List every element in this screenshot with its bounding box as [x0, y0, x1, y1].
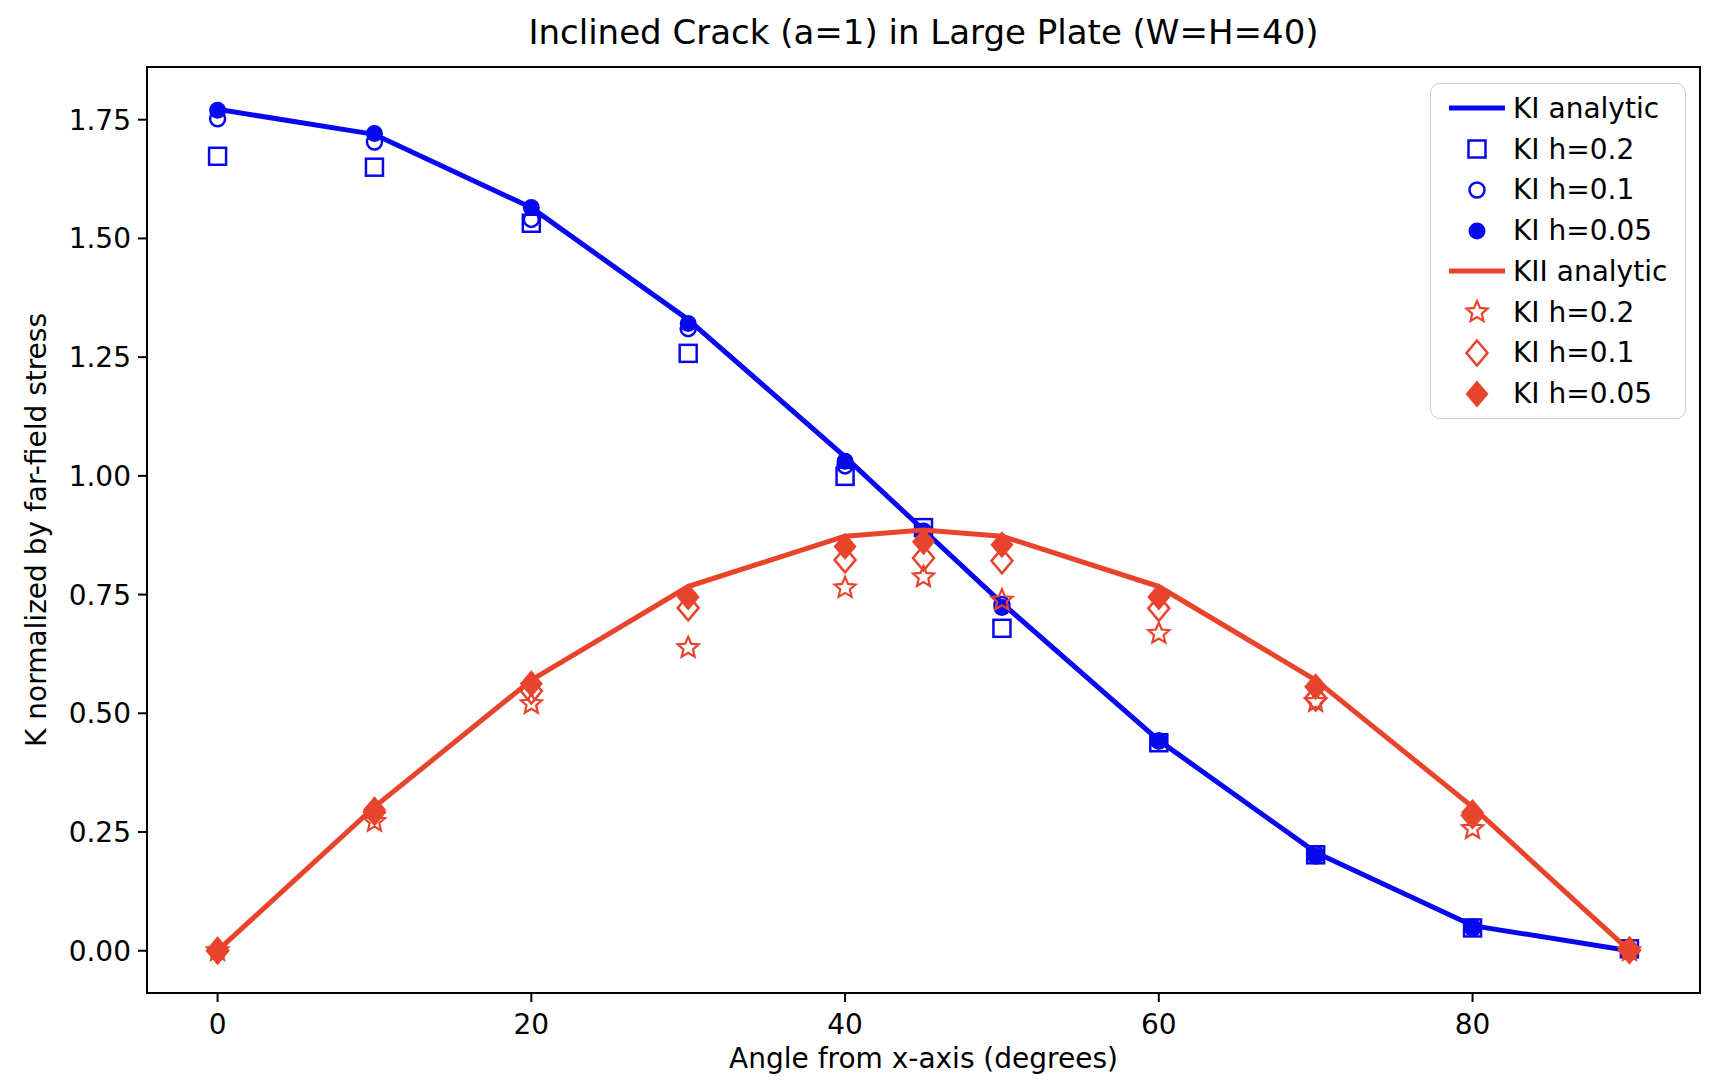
legend-entry-7: KI h=0.05	[1433, 374, 1683, 414]
legend-swatch	[1433, 213, 1513, 249]
star-open-marker-icon	[835, 577, 856, 597]
legend-entry-6: KI h=0.1	[1433, 333, 1683, 373]
legend-swatch	[1433, 131, 1513, 167]
legend-entry-2: KI h=0.1	[1433, 170, 1683, 210]
legend-label: KI analytic	[1513, 92, 1659, 125]
legend-label: KI h=0.1	[1513, 336, 1634, 369]
legend-entry-3: KI h=0.05	[1433, 211, 1683, 251]
y-tick-label: 0.50	[69, 697, 131, 730]
legend-swatch	[1433, 253, 1513, 289]
square-open-marker-icon	[209, 148, 226, 165]
legend-entry-4: KII analytic	[1433, 251, 1683, 291]
y-tick-label: 0.25	[69, 816, 131, 849]
square-open-marker-icon	[993, 620, 1010, 637]
figure: Inclined Crack (a=1) in Large Plate (W=H…	[0, 0, 1710, 1086]
legend-entry-0: KI analytic	[1433, 88, 1683, 128]
legend-entry-1: KI h=0.2	[1433, 129, 1683, 169]
circle-filled-marker-icon	[1469, 222, 1486, 239]
y-axis-label: K normalized by far-field stress	[20, 313, 53, 747]
x-tick-label: 40	[827, 1008, 863, 1041]
diamond-filled-marker-icon	[1466, 380, 1489, 407]
star-open-marker-icon	[1467, 301, 1488, 321]
legend-swatch	[1433, 335, 1513, 371]
legend-label: KI h=0.05	[1513, 214, 1652, 247]
star-open-marker-icon	[1148, 623, 1169, 643]
circle-filled-marker-icon	[209, 102, 226, 119]
circle-open-marker-icon	[1470, 182, 1485, 197]
legend-swatch	[1433, 90, 1513, 126]
diamond-open-marker-icon	[1467, 340, 1488, 365]
legend-label: KI h=0.2	[1513, 296, 1634, 329]
legend-swatch	[1433, 294, 1513, 330]
legend-label: KII analytic	[1513, 255, 1667, 288]
y-tick-label: 1.00	[69, 460, 131, 493]
y-tick-label: 1.25	[69, 341, 131, 374]
y-tick-label: 1.75	[69, 104, 131, 137]
legend-swatch	[1433, 376, 1513, 412]
circle-filled-marker-icon	[523, 199, 540, 216]
circle-filled-marker-icon	[366, 125, 383, 142]
square-open-marker-icon	[366, 159, 383, 176]
circle-filled-marker-icon	[1307, 848, 1324, 865]
square-open-marker-icon	[1469, 141, 1486, 158]
y-tick-label: 0.00	[69, 935, 131, 968]
y-tick-label: 0.75	[69, 579, 131, 612]
circle-filled-marker-icon	[1150, 733, 1167, 750]
legend-entry-5: KI h=0.2	[1433, 292, 1683, 332]
y-tick-label: 1.50	[69, 222, 131, 255]
star-open-marker-icon	[678, 637, 699, 657]
legend-label: KI h=0.2	[1513, 133, 1634, 166]
circle-filled-marker-icon	[1464, 920, 1481, 937]
circle-filled-marker-icon	[837, 453, 854, 470]
x-axis-label: Angle from x-axis (degrees)	[147, 1042, 1700, 1075]
x-tick-label: 20	[514, 1008, 550, 1041]
legend-swatch	[1433, 172, 1513, 208]
x-tick-label: 80	[1455, 1008, 1491, 1041]
x-tick-label: 0	[209, 1008, 227, 1041]
legend-label: KI h=0.05	[1513, 377, 1652, 410]
series-line	[218, 530, 1630, 951]
x-tick-label: 60	[1141, 1008, 1177, 1041]
circle-filled-marker-icon	[680, 315, 697, 332]
legend: KI analytic KI h=0.2 KI h=0.1 KI h=0.05 KII …	[1430, 83, 1686, 419]
legend-label: KI h=0.1	[1513, 173, 1634, 206]
square-open-marker-icon	[680, 345, 697, 362]
